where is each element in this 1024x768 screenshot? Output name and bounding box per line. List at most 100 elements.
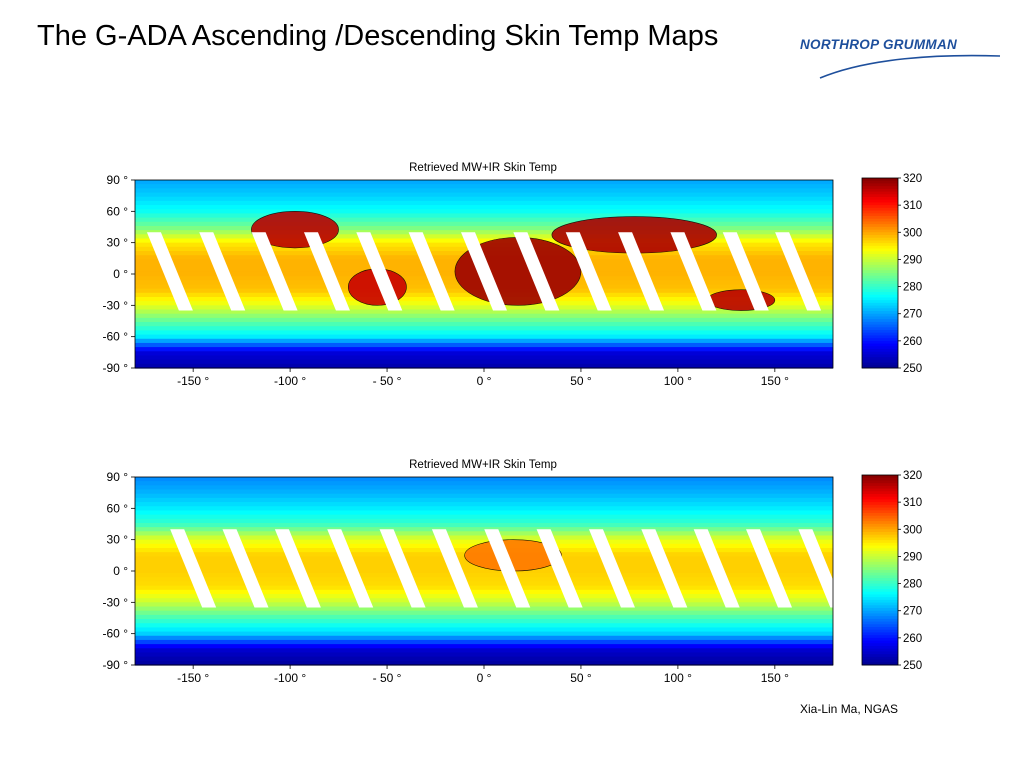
colorbar-segment <box>862 602 898 606</box>
heatmap-band <box>135 234 833 240</box>
heatmap-band <box>135 606 833 612</box>
colorbar-segment <box>862 523 898 528</box>
colorbar-segment <box>862 659 898 663</box>
colorbar-segment <box>862 278 898 282</box>
colorbar-segment <box>862 316 898 320</box>
colorbar-segment <box>862 243 898 247</box>
colorbar-segment <box>862 218 898 222</box>
y-tick-label: -60 ° <box>103 330 129 344</box>
heatmap-band <box>135 539 833 545</box>
colorbar-segment <box>862 338 898 342</box>
y-tick-label: -90 ° <box>103 361 129 375</box>
heatmap-band <box>135 577 833 583</box>
colorbar-segment <box>862 283 898 288</box>
swath-gap <box>274 529 321 608</box>
colorbar-segment <box>862 178 898 182</box>
colorbar-segment <box>862 534 898 538</box>
colorbar-segment <box>862 340 898 345</box>
heatmap-band <box>135 338 833 344</box>
swath-gap <box>484 529 531 608</box>
colorbar-segment <box>862 270 898 274</box>
colorbar-segment <box>862 510 898 514</box>
heatmap-band <box>135 330 833 336</box>
heatmap-band <box>135 313 833 319</box>
colorbar-segment <box>862 537 898 541</box>
heatmap-band <box>135 230 833 235</box>
swath-gap <box>222 529 269 608</box>
colorbar-segment <box>862 480 898 484</box>
colorbar-tick-label: 290 <box>903 551 922 563</box>
swath-gap <box>327 529 374 608</box>
colorbar-segment <box>862 635 898 639</box>
colorbar-segment <box>862 221 898 225</box>
heatmap-band <box>135 527 833 532</box>
swath-gap <box>670 232 717 311</box>
colorbar-segment <box>862 586 898 590</box>
swath-gap <box>356 232 403 311</box>
colorbar-segment <box>862 485 898 490</box>
colorbar-segment <box>862 475 898 479</box>
colorbar-segment <box>862 210 898 214</box>
colorbar-segment <box>862 229 898 233</box>
colorbar-segment <box>862 319 898 323</box>
colorbar-frame <box>861 177 899 369</box>
heatmap-band <box>135 205 833 210</box>
colorbar-segment <box>862 216 898 220</box>
colorbar-segment <box>862 627 898 631</box>
colorbar-segment <box>862 224 898 228</box>
colorbar-segment <box>862 513 898 517</box>
heatmap-band <box>135 585 833 591</box>
colorbar-segment <box>862 548 898 552</box>
colorbar-frame <box>861 474 899 666</box>
colorbar-segment <box>862 292 898 296</box>
colorbar-segment <box>862 330 898 334</box>
colorbar-segment <box>862 572 898 576</box>
y-tick-label: 0 ° <box>113 564 128 578</box>
swath-gap <box>170 529 217 608</box>
colorbar-segment <box>862 240 898 244</box>
heatmap-field <box>135 477 833 666</box>
colorbar-segment <box>862 332 898 336</box>
colorbar-segment <box>862 570 898 574</box>
colorbar-segment <box>862 226 898 231</box>
colorbar-segment <box>862 477 898 481</box>
swath-gap <box>618 232 665 311</box>
x-tick-label: - 50 ° <box>373 374 402 388</box>
colorbar-segment <box>862 327 898 331</box>
heatmap-band <box>135 180 833 185</box>
colorbar-segment <box>862 553 898 557</box>
heatmap-band <box>135 184 833 189</box>
colorbar-segment <box>862 237 898 241</box>
colorbar-segment <box>862 597 898 601</box>
colorbar-segment <box>862 362 898 366</box>
heatmap-band <box>135 363 833 369</box>
colorbar-segment <box>862 591 898 595</box>
colorbar-segment <box>862 188 898 193</box>
heatmap-band <box>135 619 833 624</box>
colorbar-segment <box>862 267 898 271</box>
chart-title: Retrieved MW+IR Skin Temp <box>409 162 557 174</box>
map-chart-svg: Retrieved MW+IR Skin Temp -150 ° -100 ° - … <box>103 459 923 685</box>
y-tick-label: 30 ° <box>107 533 129 547</box>
colorbar-segment <box>862 354 898 358</box>
y-tick-label: 90 ° <box>107 173 129 187</box>
heatmap-band <box>135 593 833 599</box>
heatmap-band <box>135 359 833 365</box>
heatmap-band <box>135 493 833 499</box>
colorbar-segment <box>862 632 898 636</box>
x-tick-label: 50 ° <box>570 671 592 685</box>
colorbar-segment <box>862 491 898 495</box>
heatmap-band <box>135 598 833 603</box>
heatmap-band <box>135 497 833 503</box>
heatmap-band <box>135 481 833 486</box>
x-tick-label: 100 ° <box>664 671 692 685</box>
colorbar-segment <box>862 521 898 525</box>
colorbar-segment <box>862 575 898 579</box>
heatmap-band <box>135 334 833 340</box>
colorbar-segment <box>862 624 898 628</box>
swath-gap <box>146 232 193 311</box>
x-tick-label: 150 ° <box>761 374 789 388</box>
heatmap-band <box>135 568 833 574</box>
colorbar-segment <box>862 232 898 236</box>
swath-gap <box>641 529 688 608</box>
